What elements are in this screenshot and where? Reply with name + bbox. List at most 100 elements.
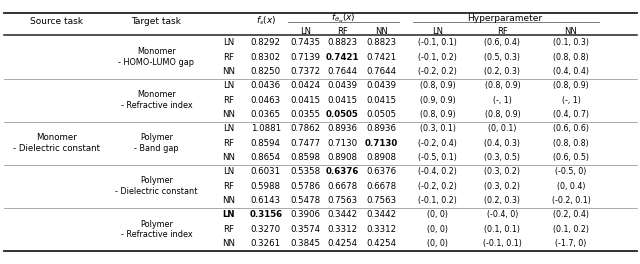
Text: LN: LN: [223, 81, 235, 90]
Text: 0.0439: 0.0439: [366, 81, 396, 90]
Text: (0.4, 0.7): (0.4, 0.7): [553, 110, 589, 119]
Text: 0.8598: 0.8598: [291, 153, 321, 162]
Text: (-0.2, 0.2): (-0.2, 0.2): [419, 67, 457, 76]
Text: 0.0505: 0.0505: [366, 110, 396, 119]
Text: 0.6143: 0.6143: [251, 196, 281, 205]
Text: LN: LN: [300, 27, 311, 36]
Text: 0.8908: 0.8908: [366, 153, 396, 162]
Text: 0.7130: 0.7130: [364, 139, 397, 148]
Text: NN: NN: [223, 196, 236, 205]
Text: 0.8823: 0.8823: [327, 38, 357, 47]
Text: Polymer
- Dielectric constant: Polymer - Dielectric constant: [115, 176, 198, 196]
Text: 1.0881: 1.0881: [251, 124, 281, 133]
Text: LN: LN: [223, 38, 235, 47]
Text: 0.0439: 0.0439: [327, 81, 357, 90]
Text: 0.8936: 0.8936: [327, 124, 357, 133]
Text: 0.0415: 0.0415: [366, 96, 396, 105]
Text: $f_s(x)$: $f_s(x)$: [255, 15, 276, 27]
Text: LN: LN: [223, 210, 236, 219]
Text: (0.1, 0.2): (0.1, 0.2): [553, 225, 589, 234]
Text: 0.7372: 0.7372: [291, 67, 321, 76]
Text: (-, 1): (-, 1): [562, 96, 580, 105]
Text: 0.3574: 0.3574: [291, 225, 321, 234]
Text: Polymer
- Refractive index: Polymer - Refractive index: [120, 220, 192, 239]
Text: Monomer
- Dielectric constant: Monomer - Dielectric constant: [13, 133, 100, 153]
Text: RF: RF: [223, 96, 234, 105]
Text: NN: NN: [223, 153, 236, 162]
Text: (0, 0.4): (0, 0.4): [557, 182, 585, 191]
Text: RF: RF: [223, 53, 234, 62]
Text: RF: RF: [223, 225, 234, 234]
Text: 0.5358: 0.5358: [291, 167, 321, 176]
Text: Target task: Target task: [131, 17, 181, 26]
Text: (0.6, 0.6): (0.6, 0.6): [553, 124, 589, 133]
Text: Hyperparameter: Hyperparameter: [467, 14, 542, 23]
Text: (-0.5, 0.1): (-0.5, 0.1): [419, 153, 457, 162]
Text: (-0.2, 0.2): (-0.2, 0.2): [419, 182, 457, 191]
Text: (-0.4, 0.2): (-0.4, 0.2): [419, 167, 457, 176]
Text: (0.6, 0.5): (0.6, 0.5): [553, 153, 589, 162]
Text: 0.7644: 0.7644: [327, 67, 357, 76]
Text: (0.8, 0.8): (0.8, 0.8): [553, 53, 589, 62]
Text: 0.7421: 0.7421: [366, 53, 396, 62]
Text: 0.8654: 0.8654: [251, 153, 281, 162]
Text: RF: RF: [497, 27, 508, 36]
Text: LN: LN: [223, 167, 235, 176]
Text: (0.8, 0.9): (0.8, 0.9): [484, 110, 520, 119]
Text: 0.6678: 0.6678: [327, 182, 357, 191]
Text: 0.3312: 0.3312: [366, 225, 396, 234]
Text: 0.7563: 0.7563: [366, 196, 396, 205]
Text: (0.8, 0.8): (0.8, 0.8): [553, 139, 589, 148]
Text: 0.8292: 0.8292: [251, 38, 281, 47]
Text: (0.8, 0.9): (0.8, 0.9): [553, 81, 589, 90]
Text: (0.9, 0.9): (0.9, 0.9): [420, 96, 456, 105]
Text: 0.6376: 0.6376: [366, 167, 396, 176]
Text: 0.7435: 0.7435: [291, 38, 321, 47]
Text: (-0.4, 0): (-0.4, 0): [487, 210, 518, 219]
Text: (0.3, 0.2): (0.3, 0.2): [484, 182, 520, 191]
Text: 0.7139: 0.7139: [291, 53, 321, 62]
Text: 0.0436: 0.0436: [251, 81, 281, 90]
Text: 0.0355: 0.0355: [291, 110, 321, 119]
Text: (0.5, 0.3): (0.5, 0.3): [484, 53, 520, 62]
Text: (-0.2, 0.4): (-0.2, 0.4): [419, 139, 457, 148]
Text: (0.4, 0.3): (0.4, 0.3): [484, 139, 520, 148]
Text: Monomer
- HOMO-LUMO gap: Monomer - HOMO-LUMO gap: [118, 47, 195, 67]
Text: 0.7421: 0.7421: [326, 53, 359, 62]
Text: 0.6376: 0.6376: [326, 167, 359, 176]
Text: 0.4254: 0.4254: [327, 239, 357, 248]
Text: 0.3156: 0.3156: [249, 210, 282, 219]
Text: (0.4, 0.4): (0.4, 0.4): [553, 67, 589, 76]
Text: (0.3, 0.1): (0.3, 0.1): [420, 124, 456, 133]
Text: 0.7477: 0.7477: [291, 139, 321, 148]
Text: (-0.1, 0.1): (-0.1, 0.1): [419, 38, 457, 47]
Text: (0.8, 0.9): (0.8, 0.9): [420, 81, 456, 90]
Text: (-0.5, 0): (-0.5, 0): [556, 167, 587, 176]
Text: (0.1, 0.3): (0.1, 0.3): [553, 38, 589, 47]
Text: 0.5988: 0.5988: [251, 182, 281, 191]
Text: (0, 0.1): (0, 0.1): [488, 124, 516, 133]
Text: RF: RF: [223, 182, 234, 191]
Text: (0, 0): (0, 0): [428, 210, 448, 219]
Text: 0.6031: 0.6031: [251, 167, 281, 176]
Text: 0.6678: 0.6678: [366, 182, 396, 191]
Text: 0.7644: 0.7644: [366, 67, 396, 76]
Text: (-0.2, 0.1): (-0.2, 0.1): [552, 196, 590, 205]
Text: (0.1, 0.1): (0.1, 0.1): [484, 225, 520, 234]
Text: NN: NN: [223, 67, 236, 76]
Text: NN: NN: [223, 239, 236, 248]
Text: (0.2, 0.3): (0.2, 0.3): [484, 196, 520, 205]
Text: (-0.1, 0.1): (-0.1, 0.1): [483, 239, 522, 248]
Text: 0.5786: 0.5786: [291, 182, 321, 191]
Text: Monomer
- Refractive index: Monomer - Refractive index: [120, 90, 192, 110]
Text: (0, 0): (0, 0): [428, 239, 448, 248]
Text: NN: NN: [564, 27, 577, 36]
Text: Polymer
- Band gap: Polymer - Band gap: [134, 133, 179, 153]
Text: 0.3312: 0.3312: [327, 225, 357, 234]
Text: 0.3845: 0.3845: [291, 239, 321, 248]
Text: LN: LN: [432, 27, 444, 36]
Text: (-, 1): (-, 1): [493, 96, 512, 105]
Text: LN: LN: [223, 124, 235, 133]
Text: 0.7563: 0.7563: [327, 196, 357, 205]
Text: 0.8250: 0.8250: [251, 67, 281, 76]
